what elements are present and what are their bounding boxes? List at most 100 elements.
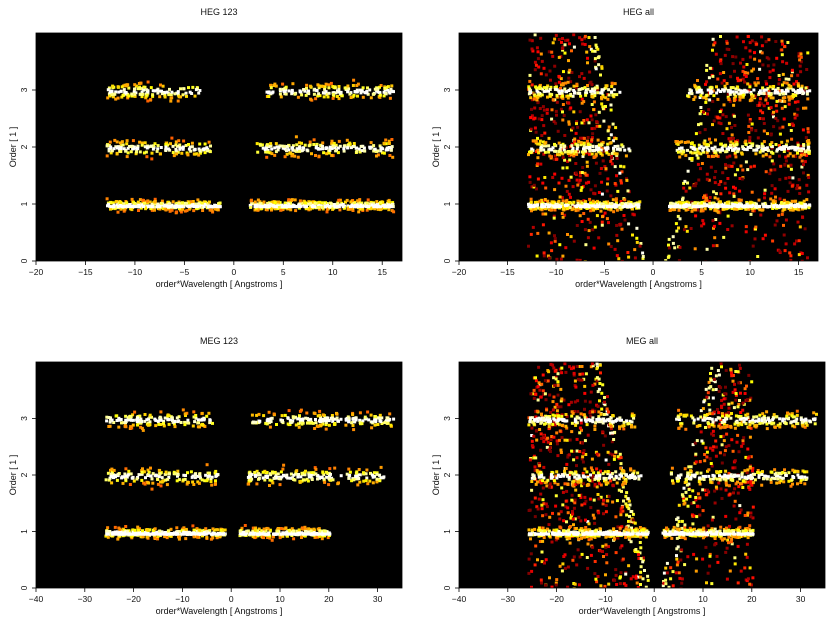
x-tick-label: 15	[794, 267, 804, 277]
heatmap-cell	[774, 116, 778, 120]
heatmap-cell	[711, 219, 715, 223]
heatmap-cell	[734, 146, 738, 150]
heatmap-cell	[109, 205, 113, 209]
heatmap-cell	[593, 205, 597, 209]
heatmap-cell	[744, 142, 748, 146]
heatmap-cell	[145, 528, 149, 531]
heatmap-cell	[170, 208, 174, 212]
heatmap-cell	[787, 205, 790, 209]
heatmap-cell	[534, 207, 538, 211]
heatmap-cell	[337, 87, 341, 91]
heatmap-cell	[352, 78, 356, 82]
heatmap-cell	[281, 467, 285, 471]
heatmap-cell	[750, 122, 754, 126]
heatmap-cell	[554, 82, 558, 86]
heatmap-cell	[122, 88, 126, 92]
heatmap-cell	[694, 214, 698, 218]
heatmap-cell	[705, 247, 709, 251]
heatmap-cell	[772, 125, 776, 129]
heatmap-cell	[772, 110, 775, 114]
heatmap-cell	[712, 94, 716, 98]
heatmap-cell	[378, 91, 382, 95]
heatmap-cell	[125, 139, 129, 143]
heatmap-cell	[156, 535, 160, 538]
heatmap-cell	[184, 537, 188, 541]
heatmap-cell	[584, 181, 588, 185]
heatmap-cell	[307, 530, 310, 534]
heatmap-cell	[326, 95, 330, 99]
heatmap-cell	[730, 133, 734, 137]
heatmap-cell	[573, 137, 577, 141]
heatmap-cell	[779, 201, 783, 205]
heatmap-cell	[560, 40, 563, 44]
heatmap-cell	[609, 245, 613, 248]
heatmap-cell	[551, 54, 555, 58]
heatmap-cell	[724, 163, 727, 167]
heatmap-cell	[588, 143, 592, 147]
heatmap-cell	[378, 473, 382, 477]
heatmap-cell	[126, 205, 130, 209]
heatmap-cell	[127, 94, 131, 98]
heatmap-cell	[552, 120, 556, 124]
heatmap-cell	[744, 205, 748, 209]
heatmap-cell	[564, 38, 568, 42]
heatmap-cell	[569, 106, 573, 110]
heatmap-cell	[583, 43, 587, 46]
heatmap-cell	[150, 208, 154, 212]
heatmap-cell	[346, 87, 350, 91]
heatmap-cell	[542, 66, 546, 70]
heatmap-cell	[565, 189, 569, 193]
heatmap-cell	[790, 199, 794, 203]
heatmap-cell	[531, 225, 535, 229]
heatmap-cell	[388, 205, 392, 209]
heatmap-cell	[565, 166, 569, 170]
heatmap-cell	[117, 147, 121, 151]
heatmap-cell	[107, 478, 111, 482]
heatmap-cell	[159, 418, 163, 422]
heatmap-cell	[202, 417, 206, 421]
heatmap-cell	[248, 203, 252, 207]
heatmap-cell	[569, 175, 573, 179]
heatmap-cell	[742, 65, 746, 69]
heatmap-cell	[529, 200, 533, 204]
heatmap-cell	[773, 187, 777, 191]
heatmap-cell	[786, 87, 790, 91]
heatmap-cell	[558, 91, 562, 95]
heatmap-cell	[743, 80, 747, 84]
heatmap-cell	[567, 101, 571, 105]
heatmap-cell	[260, 143, 264, 147]
heatmap-cell	[574, 131, 578, 135]
heatmap-cell	[121, 143, 125, 147]
heatmap-cell	[699, 122, 703, 126]
heatmap-cell	[538, 139, 542, 143]
heatmap-cell	[740, 91, 743, 95]
heatmap-cell	[108, 140, 112, 144]
heatmap-cell	[603, 211, 607, 215]
heatmap-cell	[563, 150, 567, 154]
heatmap-cell	[310, 529, 314, 533]
chart-title: HEG 123	[200, 7, 237, 17]
heatmap-cell	[304, 201, 307, 205]
heatmap-cell	[557, 80, 561, 84]
heatmap-cell	[587, 121, 591, 125]
heatmap-cell	[288, 532, 292, 536]
heatmap-cell	[716, 154, 720, 158]
heatmap-cell	[321, 141, 325, 145]
heatmap-cell	[557, 203, 561, 207]
heatmap-cell	[775, 205, 779, 209]
heatmap-cell	[259, 202, 263, 206]
heatmap-cell	[591, 207, 595, 211]
heatmap-cell	[723, 84, 727, 88]
heatmap-cell	[712, 43, 716, 47]
heatmap-cell	[600, 202, 604, 206]
heatmap-cell	[325, 93, 329, 97]
heatmap-cell	[757, 91, 761, 95]
heatmap-cell	[317, 147, 321, 151]
heatmap-cell	[705, 80, 709, 84]
heatmap-cell	[203, 530, 207, 534]
heatmap-cell	[357, 477, 361, 480]
heatmap-cell	[312, 143, 316, 146]
heatmap-cell	[729, 86, 733, 90]
heatmap-cell	[798, 58, 802, 62]
heatmap-cell	[337, 97, 341, 101]
